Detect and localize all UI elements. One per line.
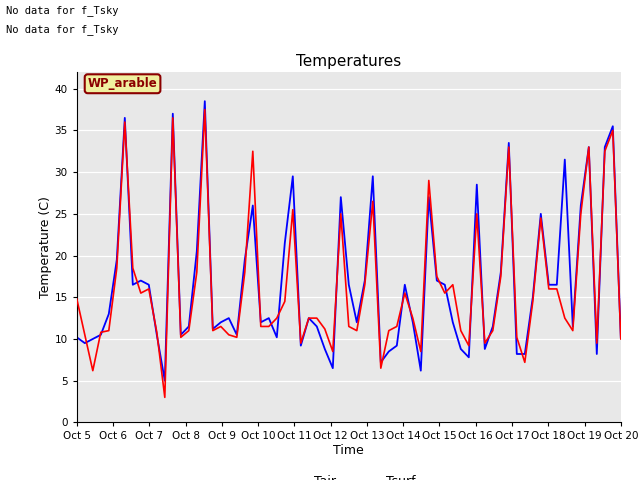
Text: No data for f_Tsky: No data for f_Tsky: [6, 5, 119, 16]
Text: No data for f_Tsky: No data for f_Tsky: [6, 24, 119, 35]
Text: WP_arable: WP_arable: [88, 77, 157, 90]
X-axis label: Time: Time: [333, 444, 364, 457]
Y-axis label: Temperature (C): Temperature (C): [39, 196, 52, 298]
Legend: Tair, Tsurf: Tair, Tsurf: [277, 470, 420, 480]
Title: Temperatures: Temperatures: [296, 54, 401, 70]
